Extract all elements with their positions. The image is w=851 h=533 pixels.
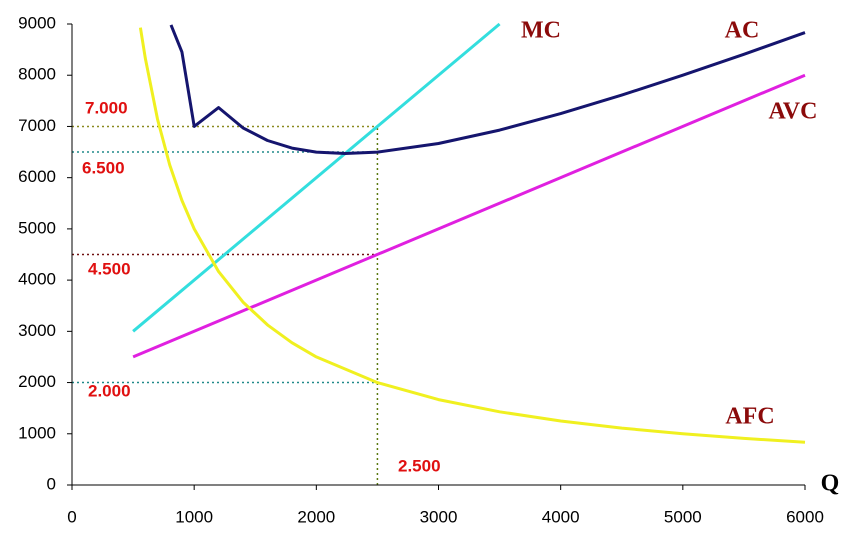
- x-tick-label: 5000: [664, 507, 702, 526]
- x-tick-label: 2000: [297, 507, 335, 526]
- guide-label: 4.500: [88, 259, 131, 278]
- y-tick-label: 0: [47, 474, 56, 493]
- series-line: [132, 73, 806, 359]
- y-tick-label: 9000: [18, 13, 56, 32]
- x-axis-title: Q: [821, 471, 840, 497]
- x-tick-label: 3000: [420, 507, 458, 526]
- x-tick-label: 1000: [175, 507, 213, 526]
- series-line: [169, 24, 806, 155]
- y-tick-label: 2000: [18, 372, 56, 391]
- series-line: [132, 22, 501, 333]
- y-tick-label: 4000: [18, 270, 56, 289]
- y-tick-label: 3000: [18, 321, 56, 340]
- x-tick-label: 0: [67, 507, 76, 526]
- guide-label: 7.000: [85, 98, 128, 117]
- series-label: MC: [521, 18, 561, 44]
- y-tick-label: 7000: [18, 116, 56, 135]
- y-tick-label: 8000: [18, 65, 56, 84]
- series-label: AC: [725, 18, 760, 44]
- guide-label: 2.500: [398, 456, 441, 475]
- series-line: [138, 27, 806, 444]
- y-tick-label: 5000: [18, 218, 56, 237]
- guide-label: 6.500: [82, 158, 125, 177]
- x-tick-label: 4000: [542, 507, 580, 526]
- series-label: AFC: [725, 404, 774, 430]
- y-tick-label: 1000: [18, 423, 56, 442]
- series-label: AVC: [769, 99, 818, 125]
- y-tick-label: 6000: [18, 167, 56, 186]
- x-tick-label: 6000: [786, 507, 824, 526]
- guide-label: 2.000: [88, 381, 131, 400]
